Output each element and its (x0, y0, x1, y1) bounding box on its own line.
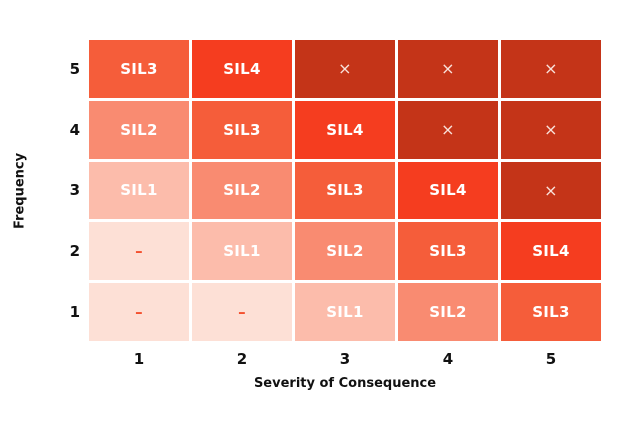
y-tick-3: 3 (69, 181, 80, 200)
matrix-cell-f1-s3: SIL1 (295, 283, 395, 341)
matrix-cell-f4-s1: SIL2 (89, 100, 189, 159)
x-tick-4: 4 (442, 350, 454, 368)
matrix-cell-f2-s2: SIL1 (192, 222, 292, 281)
matrix-cell-f5-s3: × (295, 40, 395, 98)
matrix-cell-f1-s1: – (89, 283, 189, 341)
matrix-cell-f4-s3: SIL4 (295, 100, 395, 159)
matrix-cell-f2-s3: SIL2 (295, 222, 395, 281)
y-tick-5: 5 (69, 59, 80, 78)
y-tick-1: 1 (69, 303, 80, 322)
x-tick-1: 1 (133, 350, 145, 368)
matrix-cell-f3-s5: × (501, 161, 601, 220)
matrix-cell-f4-s2: SIL3 (192, 100, 292, 159)
matrix-cell-f3-s1: SIL1 (89, 161, 189, 220)
y-tick-4: 4 (69, 120, 80, 139)
matrix-cell-f5-s1: SIL3 (89, 40, 189, 98)
matrix-cell-f3-s4: SIL4 (398, 161, 498, 220)
y-axis-tick-labels: 5 4 3 2 1 (52, 40, 80, 341)
y-tick-2: 2 (69, 242, 80, 261)
matrix-cell-f4-s4: × (398, 100, 498, 159)
y-axis-title: Frequency (12, 152, 28, 229)
matrix-cell-f4-s5: × (501, 100, 601, 159)
matrix-cell-f2-s1: – (89, 222, 189, 281)
matrix-cell-f3-s3: SIL3 (295, 161, 395, 220)
x-tick-5: 5 (545, 350, 557, 368)
matrix-cell-f3-s2: SIL2 (192, 161, 292, 220)
matrix-cell-f1-s5: SIL3 (501, 283, 601, 341)
matrix-cell-f2-s4: SIL3 (398, 222, 498, 281)
matrix-cell-f5-s5: × (501, 40, 601, 98)
matrix-cell-f1-s2: – (192, 283, 292, 341)
matrix-grid: SIL3 SIL4 × × × SIL2 SIL3 SIL4 × × SIL1 SIL2 SIL3 SIL… (89, 40, 601, 341)
x-tick-2: 2 (236, 350, 248, 368)
x-axis-tick-labels: 1 2 3 4 5 (89, 348, 601, 370)
matrix-cell-f1-s4: SIL2 (398, 283, 498, 341)
x-tick-3: 3 (339, 350, 351, 368)
matrix-cell-f2-s5: SIL4 (501, 222, 601, 281)
x-axis-title: Severity of Consequence (253, 376, 437, 391)
matrix-cell-f5-s2: SIL4 (192, 40, 292, 98)
matrix-cell-f5-s4: × (398, 40, 498, 98)
